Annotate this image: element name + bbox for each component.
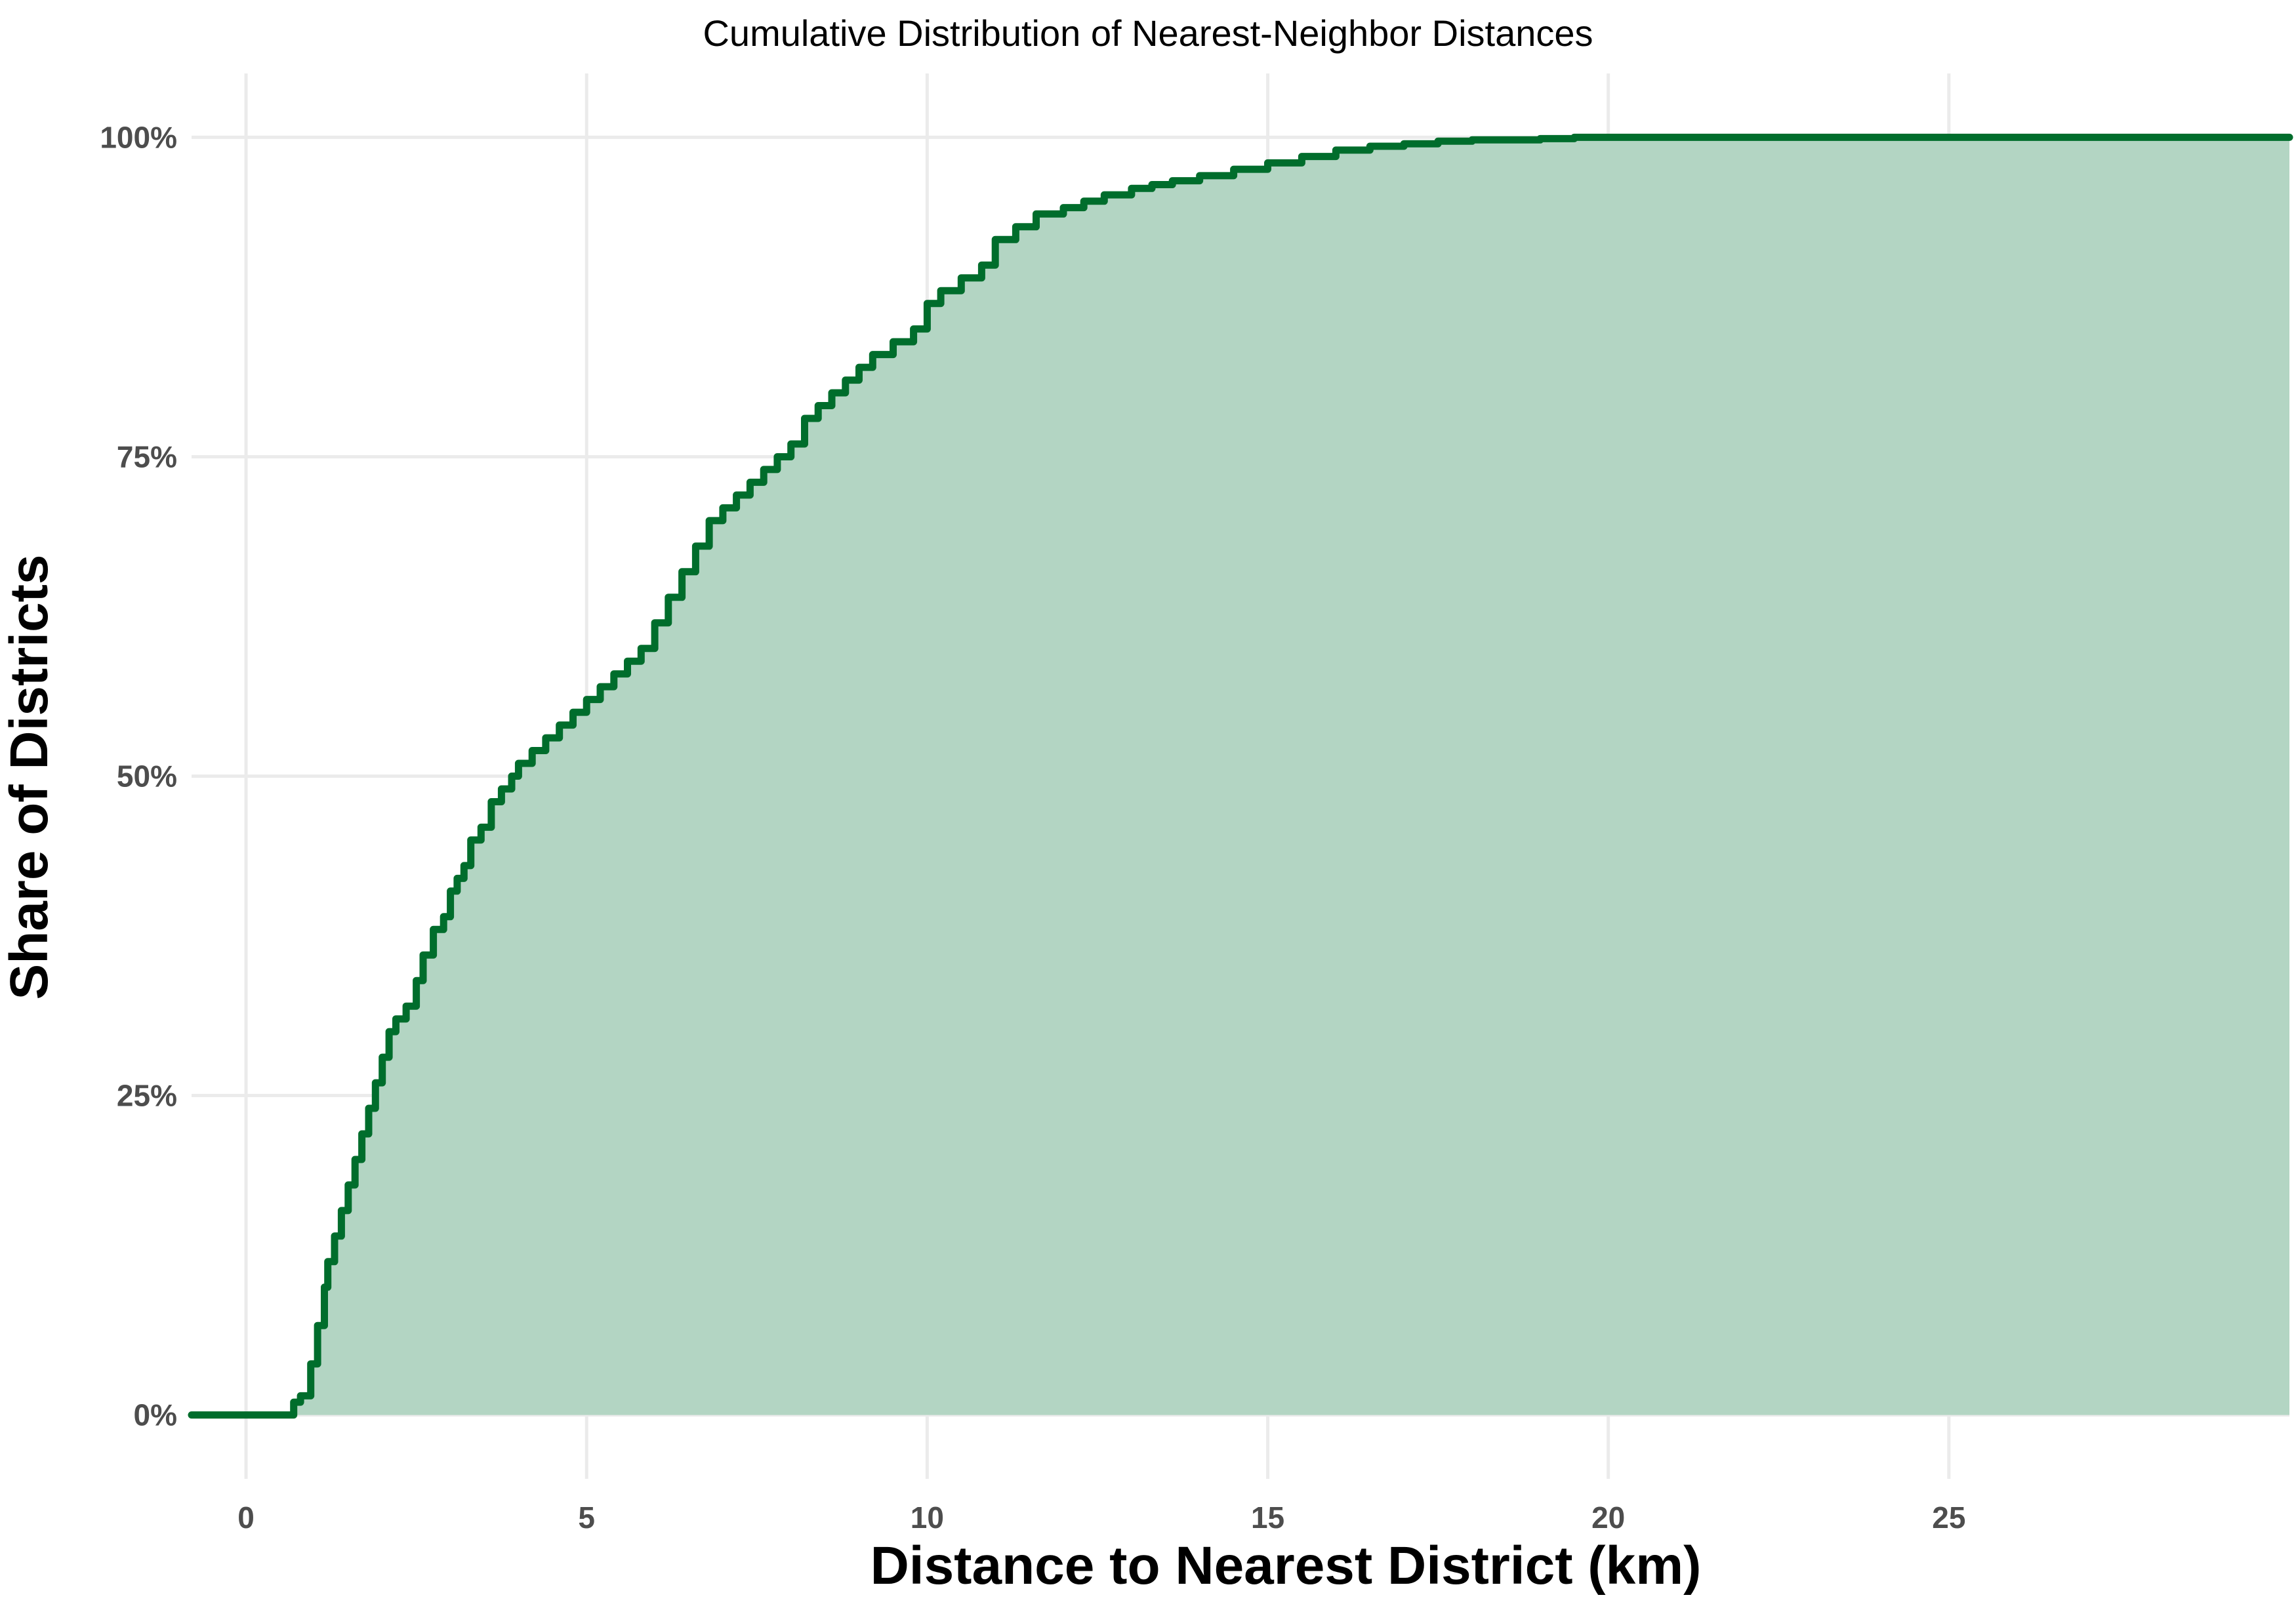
- x-tick-label: 0: [237, 1500, 255, 1535]
- y-tick-label: 50%: [117, 759, 177, 794]
- cdf-area: [192, 137, 2289, 1415]
- x-axis-title: Distance to Nearest District (km): [871, 1536, 1702, 1596]
- x-tick-label: 25: [1932, 1500, 1965, 1535]
- y-tick-label: 100%: [100, 120, 177, 154]
- chart-title: Cumulative Distribution of Nearest-Neigh…: [703, 12, 1593, 54]
- x-tick-label: 20: [1591, 1500, 1625, 1535]
- x-axis-tick-labels: 0 5 10 15 20 25: [237, 1500, 1965, 1535]
- cdf-step-line: [188, 133, 2293, 1419]
- x-tick-label: 15: [1251, 1500, 1284, 1535]
- y-tick-label: 0%: [134, 1398, 177, 1432]
- x-tick-label: 5: [578, 1500, 595, 1535]
- y-axis-title: Share of Districts: [0, 555, 59, 1000]
- cdf-line-series: [188, 133, 2293, 1419]
- y-tick-label: 25%: [117, 1079, 177, 1113]
- y-tick-label: 75%: [117, 439, 177, 473]
- x-tick-label: 10: [911, 1500, 944, 1535]
- cdf-area-fill: [192, 137, 2289, 1415]
- y-axis-tick-labels: 0% 25% 50% 75% 100%: [100, 120, 177, 1432]
